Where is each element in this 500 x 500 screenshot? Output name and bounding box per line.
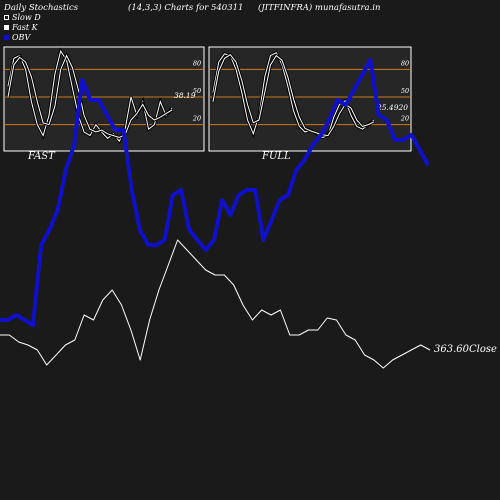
chart-title-left: Daily Stochastics [4, 3, 79, 13]
y-tick-label: 50 [193, 87, 201, 95]
fast-k-swatch [4, 25, 9, 30]
y-tick-label: 80 [193, 59, 201, 67]
full-panel-label: FULL [262, 151, 291, 162]
chart-title-right: (JITFINFRA) munafasutra.in [258, 3, 381, 13]
legend-obv: OBV [4, 33, 30, 42]
close-label: 363.60Close [434, 344, 497, 355]
legend-fast-k: Fast K [4, 23, 38, 32]
legend-label: Fast K [12, 23, 38, 32]
stochastic-panel-1 [208, 46, 412, 152]
legend-label: Slow D [12, 13, 41, 22]
legend-label: OBV [12, 33, 31, 42]
last-value-label: 25.4920 [376, 103, 408, 112]
slow-d-swatch [4, 15, 9, 20]
y-tick-label: 20 [400, 115, 409, 123]
y-tick-label: 50 [401, 87, 409, 95]
series-line-slow-d [7, 54, 173, 139]
obv-swatch [4, 35, 9, 40]
obv-line [0, 58, 430, 327]
last-value-label: 38.19 [174, 91, 196, 100]
price-line [0, 239, 431, 369]
chart-title-center: (14,3,3) Charts for 540311 [128, 3, 244, 13]
legend-slow-d: Slow D [4, 13, 41, 22]
fast-panel-label: FAST [28, 151, 55, 162]
y-tick-label: 20 [192, 115, 201, 123]
y-tick-label: 80 [401, 59, 409, 67]
